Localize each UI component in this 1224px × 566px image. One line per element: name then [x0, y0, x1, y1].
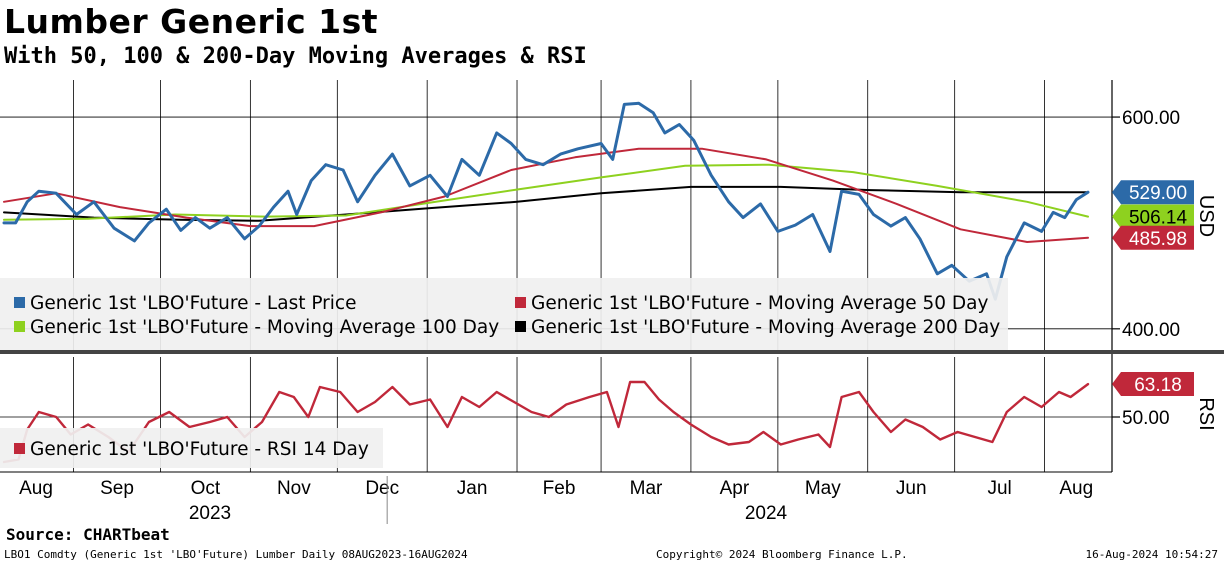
x-tick-label: Jul — [987, 478, 1011, 499]
x-tick-label: May — [805, 478, 841, 499]
series-line — [3, 185, 1089, 222]
x-year-label: 2024 — [745, 503, 788, 524]
x-tick-label: Apr — [720, 478, 750, 499]
x-tick-label: Feb — [543, 478, 576, 499]
legend-swatch — [515, 297, 526, 308]
value-tag-bg — [1112, 372, 1194, 397]
x-tick-label: Mar — [630, 478, 663, 499]
chart-subtitle: With 50, 100 & 200-Day Moving Averages &… — [4, 44, 587, 69]
y-tick-label: 600.00 — [1122, 108, 1180, 129]
last-value-tag-price: 529.00 — [1112, 180, 1194, 205]
legend-label: Generic 1st 'LBO'Future - Moving Average… — [531, 317, 1000, 338]
x-tick-label: Nov — [277, 478, 311, 499]
x-tick-label: Jun — [896, 478, 927, 499]
price-legend: Generic 1st 'LBO'Future - Last Price Gene… — [0, 278, 1008, 350]
x-tick-label: Jan — [457, 478, 488, 499]
y-axis-title: USD — [1195, 195, 1217, 237]
legend-box — [0, 428, 383, 468]
x-tick-label: Sep — [100, 478, 134, 499]
chart-title: Lumber Generic 1st — [4, 2, 379, 41]
series-line — [2, 380, 1090, 464]
value-tag-label: 485.98 — [1129, 229, 1187, 250]
last-value-tag-rsi: 63.18 — [1112, 372, 1194, 397]
legend-box — [0, 278, 1008, 350]
x-tick-label: Oct — [191, 478, 221, 499]
legend-swatch — [14, 297, 25, 308]
last-value-tag-ma50: 485.98 — [1112, 225, 1194, 250]
series-line — [3, 163, 1089, 221]
legend-label: Generic 1st 'LBO'Future - Moving Average… — [30, 317, 499, 338]
legend-swatch — [515, 321, 526, 332]
x-tick-label: Aug — [1059, 478, 1093, 499]
ticker-description: LBO1 Comdty (Generic 1st 'LBO'Future) Lu… — [4, 548, 468, 561]
timestamp: 16-Aug-2024 10:54:27 — [1085, 548, 1218, 561]
legend-label: Generic 1st 'LBO'Future - Moving Average… — [531, 293, 988, 314]
y-tick-label: 400.00 — [1122, 320, 1180, 341]
legend-label: Generic 1st 'LBO'Future - Last Price — [30, 293, 356, 314]
gridlines — [73, 80, 1045, 472]
y-tick-label: 50.00 — [1122, 408, 1170, 429]
value-tag-bg — [1112, 204, 1194, 229]
rsi-legend: Generic 1st 'LBO'Future - RSI 14 Day — [0, 428, 383, 468]
source-note: Source: CHARTbeat — [6, 525, 170, 544]
x-year-label: 2023 — [189, 503, 231, 524]
copyright-note: Copyright© 2024 Bloomberg Finance L.P. — [656, 548, 908, 561]
last-value-tag-ma100: 506.14 — [1112, 204, 1194, 229]
value-tag-label: 529.00 — [1129, 183, 1187, 204]
value-tag-bg — [1112, 180, 1194, 205]
y-axis-title: RSI — [1195, 397, 1217, 430]
legend-swatch — [14, 321, 25, 332]
value-tag-bg — [1112, 225, 1194, 250]
legend-label: Generic 1st 'LBO'Future - RSI 14 Day — [30, 439, 369, 460]
legend-swatch — [14, 443, 25, 454]
value-tag-label: 63.18 — [1134, 375, 1182, 396]
x-tick-label: Aug — [19, 478, 53, 499]
x-tick-label: Dec — [365, 478, 399, 499]
value-tag-label: 506.14 — [1129, 207, 1188, 228]
series-line — [2, 101, 1090, 301]
